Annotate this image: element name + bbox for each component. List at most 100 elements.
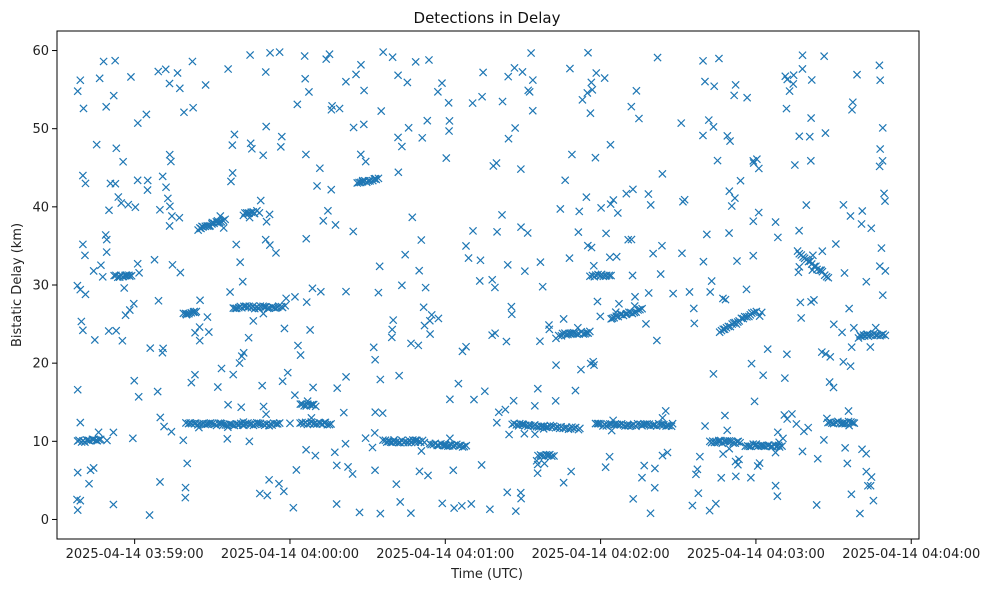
data-point-995 (101, 230, 110, 240)
data-point-859 (507, 302, 516, 311)
data-point-1020 (567, 150, 576, 159)
data-point-745 (306, 325, 315, 334)
data-point-506 (544, 451, 553, 460)
data-point-565 (866, 481, 875, 490)
data-point-500 (389, 437, 398, 446)
data-point-1065 (293, 341, 302, 350)
data-point-615 (507, 310, 516, 319)
data-point-987 (120, 283, 129, 292)
data-point-567 (94, 428, 103, 437)
data-point-654 (491, 329, 500, 338)
data-point-1062 (277, 132, 286, 141)
data-point-394 (749, 308, 758, 317)
data-point-1052 (754, 208, 763, 217)
data-point-867 (266, 48, 275, 57)
data-point-380 (724, 322, 733, 331)
data-point-936 (713, 156, 722, 165)
data-point-575 (256, 196, 265, 205)
data-point-488 (203, 420, 212, 429)
data-point-1082 (596, 312, 605, 321)
data-point-826 (853, 70, 862, 79)
data-point-434 (824, 273, 833, 282)
data-point-550 (179, 436, 188, 445)
data-point-959 (406, 339, 416, 348)
data-point-990 (265, 475, 274, 484)
data-point-999 (822, 414, 831, 423)
data-point-952 (133, 119, 142, 128)
data-point-659 (258, 381, 267, 390)
data-point-660 (559, 478, 568, 487)
data-point-882 (532, 456, 541, 465)
data-point-1016 (420, 321, 429, 330)
data-point-941 (593, 297, 602, 306)
data-point-810 (699, 56, 708, 65)
data-point-653 (624, 235, 633, 244)
data-point-932 (597, 203, 606, 212)
data-point-1078 (630, 301, 639, 311)
data-point-510 (637, 421, 647, 430)
data-point-431 (818, 267, 827, 276)
data-point-840 (396, 497, 405, 506)
data-point-1022 (369, 343, 378, 352)
data-point-643 (319, 216, 328, 225)
data-point-975 (571, 386, 580, 395)
data-point-935 (878, 156, 887, 165)
data-point-539 (527, 49, 536, 58)
data-point-509 (622, 309, 631, 318)
data-point-954 (627, 235, 636, 244)
data-point-721 (478, 92, 487, 101)
data-point-769 (530, 401, 539, 410)
data-point-673 (261, 235, 270, 244)
data-point-584 (296, 351, 305, 360)
data-point-892 (693, 465, 702, 474)
data-point-933 (734, 455, 744, 464)
data-point-97 (273, 419, 282, 428)
data-point-1063 (807, 297, 816, 306)
data-point-562 (467, 499, 476, 508)
data-point-777 (262, 410, 271, 419)
data-point-374 (736, 438, 745, 447)
data-point-559 (259, 151, 268, 160)
data-point-779 (699, 257, 708, 266)
data-point-1009 (516, 488, 525, 497)
data-point-634 (574, 228, 583, 237)
data-point-806 (525, 87, 534, 96)
data-point-670 (236, 258, 245, 267)
data-point-608 (376, 509, 385, 518)
data-point-684 (634, 114, 643, 123)
data-point-827 (540, 459, 549, 468)
data-point-735 (114, 192, 123, 202)
data-point-743 (875, 162, 884, 171)
data-point-256 (575, 424, 584, 433)
data-point-1001 (661, 406, 670, 415)
data-point-648 (629, 494, 638, 503)
data-point-694 (415, 266, 424, 275)
data-point-588 (516, 223, 526, 232)
data-point-1003 (449, 466, 458, 475)
data-point-725 (587, 78, 596, 87)
data-point-910 (316, 287, 325, 296)
data-point-555 (592, 68, 601, 78)
data-point-747 (302, 298, 311, 307)
data-point-944 (573, 323, 582, 332)
data-point-727 (279, 487, 288, 496)
data-point-667 (641, 319, 650, 328)
data-point-579 (72, 495, 82, 504)
data-point-218 (460, 442, 469, 451)
data-point-677 (165, 150, 174, 159)
data-point-176 (378, 436, 388, 445)
data-point-945 (106, 179, 115, 188)
data-point-950 (719, 449, 728, 459)
data-point-846 (232, 240, 241, 249)
data-point-907 (360, 86, 369, 95)
data-point-986 (790, 161, 799, 170)
data-point-1033 (159, 344, 168, 353)
data-point-499 (379, 48, 388, 57)
data-point-597 (154, 296, 163, 305)
data-point-706 (709, 122, 718, 131)
data-point-799 (523, 228, 532, 237)
data-point-531 (194, 423, 203, 432)
data-point-855 (812, 500, 821, 509)
data-point-489 (223, 423, 232, 432)
data-point-906 (701, 422, 710, 431)
